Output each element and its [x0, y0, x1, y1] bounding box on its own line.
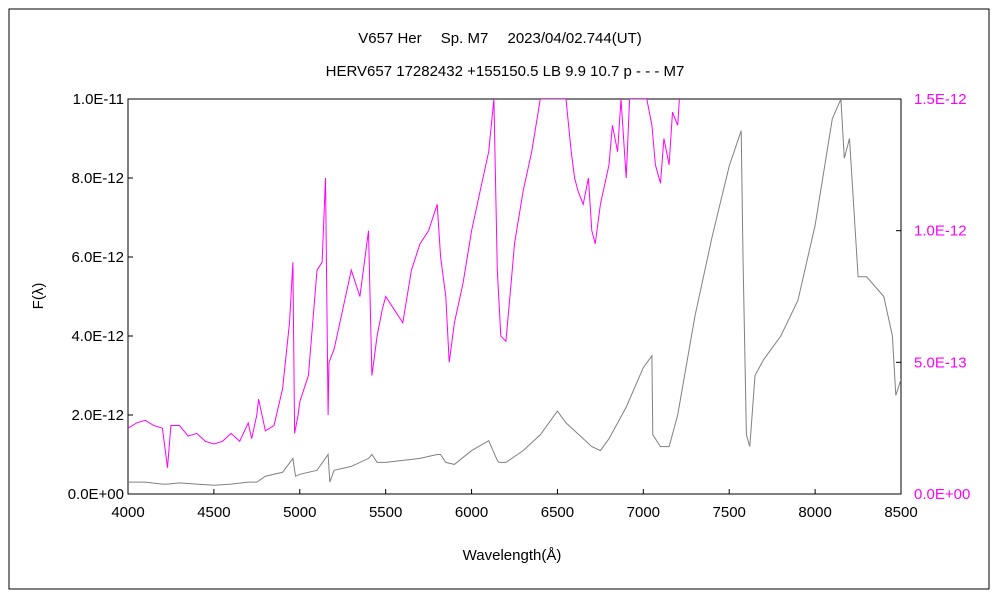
x-tick-label: 5500 — [369, 504, 402, 521]
x-tick-label: 7000 — [627, 504, 660, 521]
x-tick-label: 8500 — [884, 504, 917, 521]
x-tick-label: 7500 — [713, 504, 746, 521]
x-tick-label: 6000 — [455, 504, 488, 521]
x-axis-label: Wavelength(Å) — [463, 547, 562, 564]
y-axis-left: 0.0E+00 2.0E-12 4.0E-12 6.0E-12 8.0E-12 1.0E-… — [68, 91, 133, 503]
y-left-tick-label: 2.0E-12 — [71, 407, 124, 424]
chart-subtitle: HERV657 17282432 +155150.5 LB 9.9 10.7 p… — [326, 63, 685, 80]
series-layer — [128, 99, 901, 486]
y-right-tick-label: 5.0E-13 — [914, 354, 967, 371]
y-left-tick-label: 4.0E-12 — [71, 328, 124, 345]
series-line-left-gray — [128, 99, 901, 486]
y-left-tick-label: 8.0E-12 — [71, 170, 124, 187]
y-left-tick-label: 6.0E-12 — [71, 249, 124, 266]
y-left-tick-label: 0.0E+00 — [68, 486, 124, 503]
chart-title: V657 Her Sp. M7 2023/04/02.744(UT) — [358, 30, 641, 47]
y-axis-label: F(λ) — [30, 283, 47, 310]
y-axis-right: 0.0E+00 5.0E-13 1.0E-12 1.5E-12 — [896, 91, 970, 503]
x-tick-label: 4500 — [197, 504, 230, 521]
y-right-tick-label: 1.5E-12 — [914, 91, 967, 108]
y-right-tick-label: 1.0E-12 — [914, 223, 967, 240]
y-left-tick-label: 1.0E-11 — [73, 91, 124, 108]
x-tick-label: 4000 — [111, 504, 144, 521]
plot-area — [127, 98, 902, 495]
x-tick-label: 5000 — [283, 504, 316, 521]
series-line-right-magenta — [128, 99, 680, 468]
x-tick-label: 6500 — [541, 504, 574, 521]
x-tick-label: 8000 — [798, 504, 831, 521]
y-right-tick-label: 0.0E+00 — [914, 486, 970, 503]
x-axis: 4000 4500 5000 5500 6000 6500 7000 7500 8000 8500 — [111, 489, 918, 521]
